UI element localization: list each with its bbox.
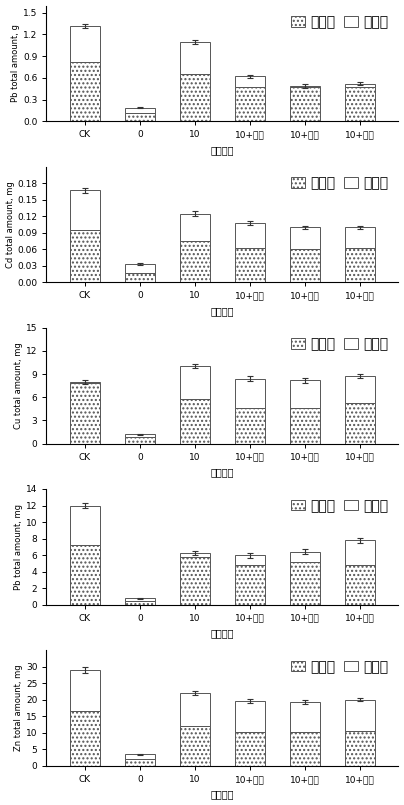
Bar	[345, 248, 375, 283]
Y-axis label: Pb total amount, mg: Pb total amount, mg	[14, 504, 23, 590]
Bar	[345, 376, 375, 403]
Bar	[125, 264, 155, 273]
Bar	[235, 223, 265, 248]
Bar	[345, 565, 375, 605]
Bar	[235, 555, 265, 565]
Y-axis label: Pb total amount, g: Pb total amount, g	[11, 24, 20, 102]
Bar	[70, 383, 100, 444]
Y-axis label: Zn total amount, mg: Zn total amount, mg	[14, 665, 23, 751]
Bar	[125, 113, 155, 122]
Bar	[125, 759, 155, 766]
Bar	[290, 250, 320, 283]
Bar	[180, 365, 210, 398]
Bar	[125, 435, 155, 437]
Legend: 第一批, 第二批: 第一批, 第二批	[288, 335, 391, 354]
Bar	[290, 86, 320, 87]
Bar	[180, 693, 210, 726]
Legend: 第一批, 第二批: 第一批, 第二批	[288, 174, 391, 193]
Bar	[125, 108, 155, 113]
Bar	[345, 87, 375, 122]
Bar	[70, 230, 100, 283]
Bar	[70, 712, 100, 766]
Bar	[125, 754, 155, 759]
Bar	[70, 545, 100, 605]
Bar	[290, 227, 320, 250]
Bar	[70, 670, 100, 712]
Y-axis label: Cu total amount, mg: Cu total amount, mg	[14, 342, 23, 429]
Bar	[180, 42, 210, 74]
Bar	[345, 403, 375, 444]
Bar	[125, 437, 155, 444]
X-axis label: 不同处理: 不同处理	[211, 306, 234, 316]
Bar	[235, 732, 265, 766]
Bar	[290, 732, 320, 766]
Bar	[70, 191, 100, 230]
Bar	[235, 700, 265, 732]
Legend: 第一批, 第二批: 第一批, 第二批	[288, 657, 391, 677]
Bar	[290, 87, 320, 122]
Bar	[125, 598, 155, 601]
Bar	[70, 26, 100, 62]
Bar	[345, 84, 375, 87]
Bar	[235, 76, 265, 87]
Bar	[290, 562, 320, 605]
Bar	[180, 398, 210, 444]
Bar	[345, 731, 375, 766]
Bar	[180, 553, 210, 557]
X-axis label: 不同处理: 不同处理	[211, 467, 234, 477]
X-axis label: 不同处理: 不同处理	[211, 790, 234, 799]
Bar	[345, 227, 375, 248]
Legend: 第一批, 第二批: 第一批, 第二批	[288, 13, 391, 32]
Bar	[125, 601, 155, 605]
Bar	[180, 213, 210, 241]
Bar	[290, 408, 320, 444]
Bar	[70, 62, 100, 122]
Legend: 第一批, 第二批: 第一批, 第二批	[288, 496, 391, 515]
Bar	[180, 74, 210, 122]
Bar	[180, 557, 210, 605]
Bar	[70, 506, 100, 545]
Bar	[180, 726, 210, 766]
Bar	[345, 540, 375, 565]
Bar	[235, 248, 265, 283]
Bar	[290, 702, 320, 732]
Bar	[180, 241, 210, 283]
Bar	[70, 382, 100, 383]
Bar	[235, 565, 265, 605]
Bar	[345, 700, 375, 731]
X-axis label: 不同处理: 不同处理	[211, 628, 234, 638]
Bar	[290, 551, 320, 562]
Bar	[290, 380, 320, 408]
Bar	[235, 379, 265, 408]
Bar	[125, 273, 155, 283]
Bar	[235, 408, 265, 444]
Bar	[235, 87, 265, 122]
X-axis label: 不同处理: 不同处理	[211, 145, 234, 155]
Y-axis label: Cd total amount, mg: Cd total amount, mg	[6, 181, 15, 268]
